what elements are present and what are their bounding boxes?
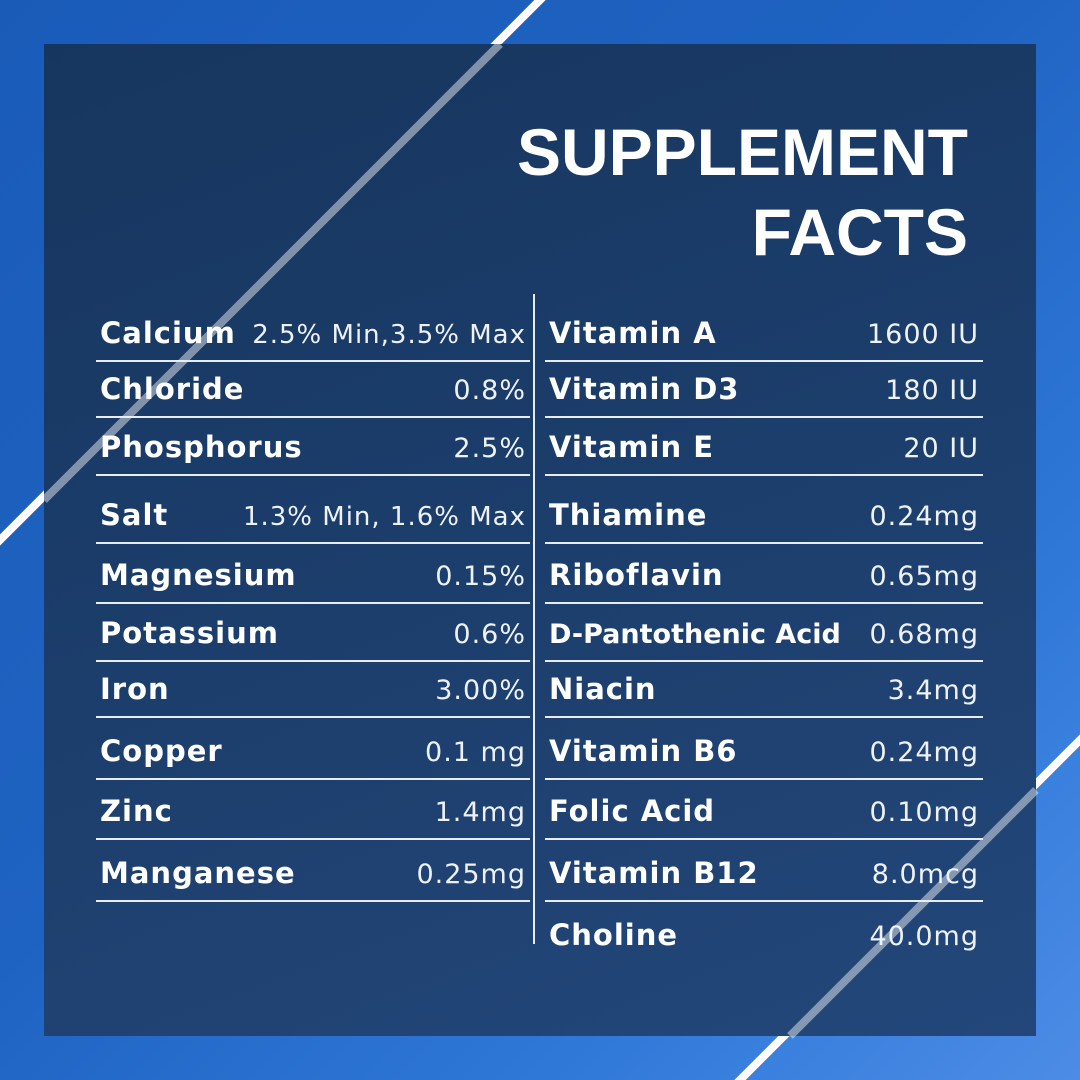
nutrient-name: Choline (549, 918, 679, 952)
nutrient-name: Vitamin D3 (549, 372, 740, 406)
column-divider (533, 294, 535, 944)
nutrient-row-zinc: Zinc 1.4mg (96, 780, 530, 840)
nutrient-name: Vitamin B6 (549, 734, 738, 768)
nutrient-row-riboflavin: Riboflavin 0.65mg (545, 544, 983, 604)
nutrient-value: 8.0mcg (871, 859, 979, 890)
nutrient-name: Potassium (100, 616, 279, 650)
nutrient-name: Riboflavin (549, 558, 724, 592)
nutrient-name: Niacin (549, 672, 657, 706)
nutrient-name: D-Pantothenic Acid (549, 619, 841, 650)
nutrient-value: 3.00% (435, 675, 526, 706)
nutrient-name: Manganese (100, 856, 296, 890)
nutrient-name: Magnesium (100, 558, 297, 592)
nutrient-row-salt: Salt 1.3% Min, 1.6% Max (96, 476, 530, 544)
nutrient-value: 0.8% (453, 375, 526, 406)
nutrient-value: 0.24mg (869, 737, 979, 768)
title-line-1: SUPPLEMENT (516, 115, 968, 189)
page-title: SUPPLEMENT FACTS (517, 112, 968, 272)
nutrient-value: 0.10mg (869, 797, 979, 828)
nutrient-value: 0.25mg (416, 859, 526, 890)
nutrient-row-vitamin-b12: Vitamin B12 8.0mcg (545, 840, 983, 902)
nutrient-value: 1600 IU (866, 319, 979, 350)
nutrient-row-potassium: Potassium 0.6% (96, 604, 530, 662)
nutrient-name: Vitamin E (549, 430, 715, 464)
nutrient-row-vitamin-d3: Vitamin D3 180 IU (545, 362, 983, 418)
nutrient-value: 20 IU (903, 433, 979, 464)
nutrient-value: 1.4mg (434, 797, 526, 828)
nutrient-name: Zinc (100, 794, 173, 828)
nutrient-row-phosphorus: Phosphorus 2.5% (96, 418, 530, 476)
nutrient-name: Vitamin A (549, 316, 717, 350)
nutrient-value: 0.6% (453, 619, 526, 650)
nutrient-value: 0.1 mg (425, 737, 526, 768)
nutrient-value: 0.65mg (869, 561, 979, 592)
nutrient-row-manganese: Manganese 0.25mg (96, 840, 530, 902)
nutrient-row-folic-acid: Folic Acid 0.10mg (545, 780, 983, 840)
nutrient-value: 0.68mg (869, 619, 979, 650)
nutrient-row-magnesium: Magnesium 0.15% (96, 544, 530, 604)
nutrient-row-d-pantothenic-acid: D-Pantothenic Acid 0.68mg (545, 604, 983, 662)
nutrient-value: 2.5% (453, 433, 526, 464)
nutrient-name: Folic Acid (549, 794, 716, 828)
nutrient-row-vitamin-e: Vitamin E 20 IU (545, 418, 983, 476)
nutrient-row-vitamin-b6: Vitamin B6 0.24mg (545, 718, 983, 780)
title-line-2: FACTS (751, 195, 968, 269)
nutrient-value: 2.5% Min,3.5% Max (252, 320, 526, 350)
nutrient-name: Salt (100, 498, 169, 532)
nutrient-row-iron: Iron 3.00% (96, 662, 530, 718)
nutrient-row-vitamin-a: Vitamin A 1600 IU (545, 312, 983, 362)
nutrient-row-chloride: Chloride 0.8% (96, 362, 530, 418)
nutrient-value: 0.24mg (869, 501, 979, 532)
nutrient-value: 3.4mg (887, 675, 979, 706)
nutrient-value: 1.3% Min, 1.6% Max (242, 502, 526, 532)
nutrient-row-choline: Choline 40.0mg (545, 902, 983, 962)
nutrient-name: Iron (100, 672, 170, 706)
nutrient-value: 180 IU (885, 375, 979, 406)
nutrient-value: 40.0mg (869, 921, 979, 952)
nutrient-name: Phosphorus (100, 430, 303, 464)
supplement-facts-panel (44, 44, 1036, 1036)
nutrient-name: Thiamine (549, 498, 708, 532)
nutrient-value: 0.15% (435, 561, 526, 592)
nutrient-row-calcium: Calcium 2.5% Min,3.5% Max (96, 312, 530, 362)
nutrient-row-copper: Copper 0.1 mg (96, 718, 530, 780)
nutrient-row-niacin: Niacin 3.4mg (545, 662, 983, 718)
nutrient-name: Vitamin B12 (549, 856, 759, 890)
nutrient-name: Calcium (100, 316, 236, 350)
nutrient-name: Copper (100, 734, 223, 768)
nutrient-name: Chloride (100, 372, 245, 406)
nutrient-row-thiamine: Thiamine 0.24mg (545, 476, 983, 544)
